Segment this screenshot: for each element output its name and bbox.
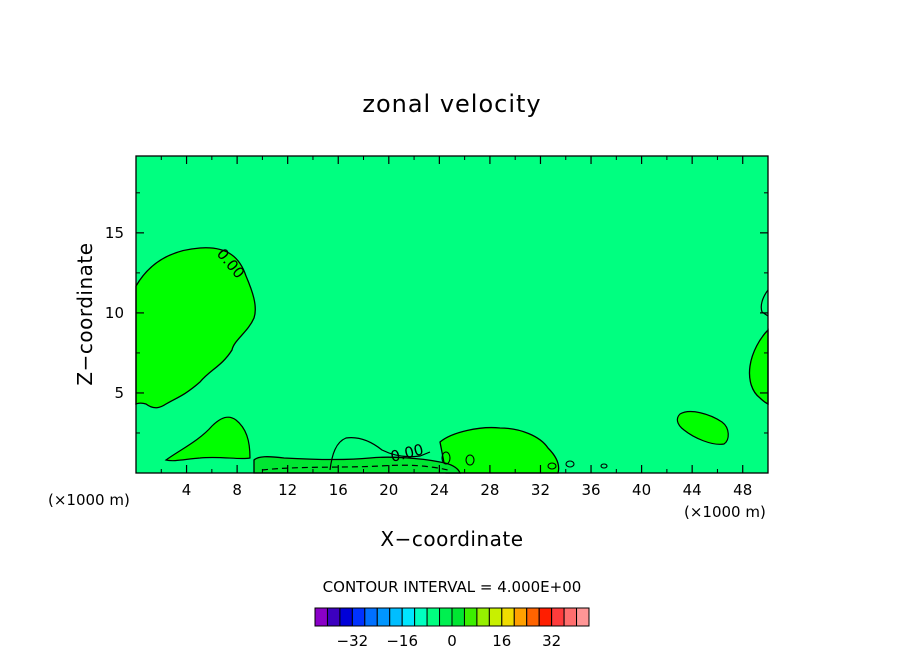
colorbar-swatch xyxy=(364,607,378,627)
colorbar-swatch xyxy=(563,607,578,627)
colorbar-swatch xyxy=(389,607,403,627)
negative-region-bottom xyxy=(253,456,461,474)
x-tick-label: 4 xyxy=(182,481,192,499)
colorbar-tick-label: 32 xyxy=(542,632,561,650)
small-contour-4 xyxy=(565,460,575,468)
colorbar-swatch xyxy=(314,607,328,627)
colorbar-swatch xyxy=(501,607,515,627)
contour-line-right-edge xyxy=(760,289,769,317)
x-tick-label: 28 xyxy=(480,481,499,499)
y-axis-label: Z−coordinate xyxy=(73,242,97,385)
colorbar: −32 −16 0 16 32 xyxy=(314,607,590,650)
y-tick-label: 15 xyxy=(105,224,124,242)
x-tick-label: 8 xyxy=(232,481,242,499)
colorbar-swatch xyxy=(476,607,490,627)
x-axis-label: X−coordinate xyxy=(380,527,523,551)
colorbar-swatch xyxy=(351,607,366,627)
colorbar-swatch xyxy=(339,607,353,627)
colorbar-swatch xyxy=(426,607,441,627)
colorbar-swatch xyxy=(451,607,465,627)
colorbar-swatch xyxy=(376,607,391,627)
plot-frame xyxy=(135,155,769,474)
colorbar-swatch xyxy=(463,607,478,627)
colorbar-tick-label: −32 xyxy=(337,632,369,650)
chart-title: zonal velocity xyxy=(362,90,541,118)
positive-region-left xyxy=(135,247,256,409)
x-tick-label: 20 xyxy=(379,481,398,499)
x-tick-label: 36 xyxy=(581,481,600,499)
x-tick-label: 44 xyxy=(683,481,702,499)
colorbar-swatch xyxy=(326,607,341,627)
x-unit-left: (×1000 m) xyxy=(48,491,130,509)
colorbar-swatch xyxy=(439,607,453,627)
positive-region-right xyxy=(748,328,769,406)
x-tick-label: 12 xyxy=(278,481,297,499)
y-tick-label: 10 xyxy=(105,304,124,322)
colorbar-swatch xyxy=(551,607,565,627)
contour-line-center-left xyxy=(329,437,431,471)
colorbar-swatch xyxy=(401,607,416,627)
contour-interval-text: CONTOUR INTERVAL = 4.000E+00 xyxy=(323,578,582,596)
x-tick-label: 16 xyxy=(329,481,348,499)
contour-line-lower-left xyxy=(164,416,251,462)
x-unit-right: (×1000 m) xyxy=(684,503,766,521)
colorbar-swatch xyxy=(414,607,428,627)
colorbar-swatch xyxy=(488,607,503,627)
colorbar-swatch xyxy=(526,607,540,627)
contour-line-bottom-dashed xyxy=(261,464,449,471)
colorbar-tick-label: −16 xyxy=(386,632,418,650)
colorbar-swatch xyxy=(513,607,528,627)
x-tick-label: 48 xyxy=(733,481,752,499)
x-tick-label: 32 xyxy=(531,481,550,499)
contour-line-right-oval xyxy=(676,410,729,445)
x-tick-label: 24 xyxy=(430,481,449,499)
colorbar-swatch xyxy=(576,607,590,627)
colorbar-swatch xyxy=(538,607,553,627)
small-contour-3 xyxy=(547,462,557,470)
y-tick-label: 5 xyxy=(114,384,124,402)
small-contour-1 xyxy=(441,451,451,465)
colorbar-tick-label: 16 xyxy=(492,632,511,650)
x-tick-label: 40 xyxy=(632,481,651,499)
colorbar-tick-label: 0 xyxy=(447,632,457,650)
positive-region-center xyxy=(439,426,560,474)
small-contour-5 xyxy=(600,463,608,469)
small-contour-2 xyxy=(465,454,475,466)
